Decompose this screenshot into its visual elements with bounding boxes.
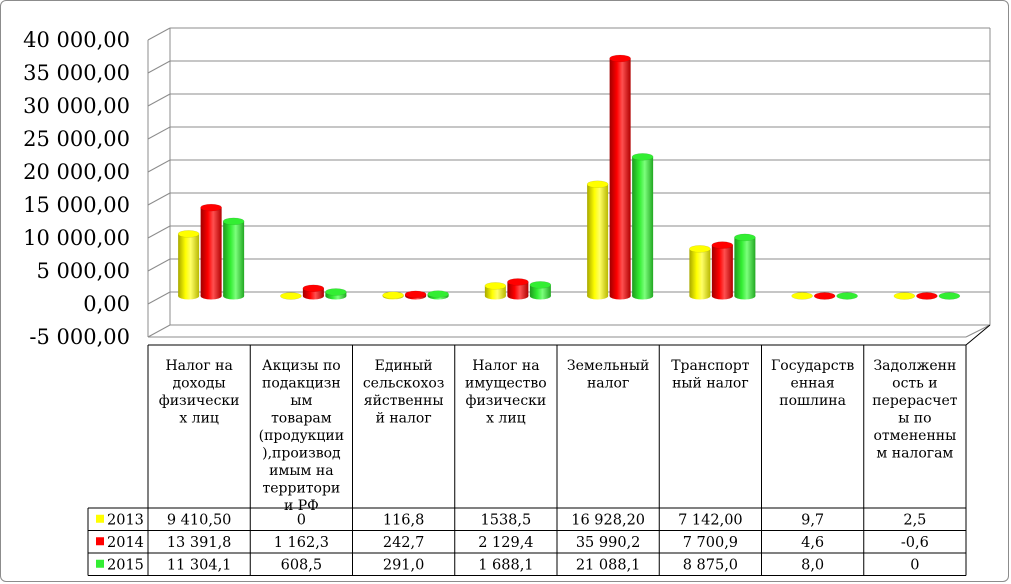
bar-2015-0 bbox=[222, 217, 245, 300]
bar-2013-1 bbox=[280, 292, 302, 300]
y-tick-label: 35 000,00 bbox=[23, 61, 130, 85]
bar-2014-0 bbox=[200, 203, 222, 300]
table-cell: 9,7 bbox=[801, 512, 824, 528]
bar-2014-4 bbox=[609, 54, 631, 300]
table-cell: 21 088,1 bbox=[576, 557, 641, 573]
category-label: Единый сельскохоз яйственны й налог bbox=[363, 358, 445, 427]
bar-2013-5 bbox=[689, 245, 711, 300]
y-tick-label: 15 000,00 bbox=[23, 193, 130, 217]
gridline-side bbox=[147, 192, 171, 206]
table-cell: 8 875,0 bbox=[683, 557, 738, 573]
gridline-side bbox=[147, 60, 171, 74]
bar-2015-6 bbox=[836, 292, 858, 300]
bar-2015-3 bbox=[529, 281, 552, 300]
bar-2013-6 bbox=[791, 292, 813, 300]
table-cell: 608,5 bbox=[281, 557, 323, 573]
category-label: Задолженн ость и перерасчет ы по отмененны м … bbox=[872, 358, 958, 462]
category-label: Акцизы по подакцизн ым товарам (продукции),п… bbox=[259, 358, 344, 514]
gridline-side bbox=[147, 258, 171, 272]
data-table: Налог на доходы физически х лиц Акцизы по под… bbox=[87, 324, 991, 576]
table-cell: 9 410,50 bbox=[167, 512, 232, 528]
table-cell: 7 142,00 bbox=[678, 512, 743, 528]
gridline-side bbox=[147, 27, 171, 41]
gridline-side bbox=[147, 324, 171, 338]
bar-2013-0 bbox=[177, 230, 200, 300]
category-label: Земельный налог bbox=[567, 358, 650, 392]
y-tick-label: 20 000,00 bbox=[23, 160, 130, 184]
bars bbox=[177, 54, 961, 300]
gridline-side bbox=[147, 291, 171, 305]
category-label: Налог на имущество физически х лиц bbox=[465, 358, 547, 427]
gridlines bbox=[147, 27, 991, 338]
bar-2015-2 bbox=[427, 290, 449, 300]
bar-2014-1 bbox=[302, 284, 325, 300]
table-cell: 13 391,8 bbox=[167, 535, 232, 551]
table-cell: 0 bbox=[297, 512, 306, 528]
bar-2015-1 bbox=[325, 288, 347, 300]
bar-2015-7 bbox=[938, 292, 961, 300]
bar-2013-4 bbox=[586, 180, 609, 300]
y-tick-label: 5 000,00 bbox=[36, 259, 130, 283]
table-cell: 8,0 bbox=[801, 557, 824, 573]
y-tick-label: 30 000,00 bbox=[23, 94, 130, 118]
gridline-side bbox=[147, 93, 171, 107]
table-cell: 291,0 bbox=[383, 557, 425, 573]
y-tick-label: 40 000,00 bbox=[23, 28, 130, 52]
gridline-side bbox=[147, 159, 171, 173]
bar-2014-6 bbox=[813, 292, 836, 300]
table-cell: -0,6 bbox=[901, 535, 929, 551]
table-cell: 116,8 bbox=[383, 512, 425, 528]
table-cell: 1538,5 bbox=[481, 512, 532, 528]
legend-label-2014: 2014 bbox=[107, 535, 144, 551]
bar-2013-2 bbox=[382, 291, 404, 300]
category-label: Транспорт ный налог bbox=[671, 358, 750, 392]
y-tick-label: 10 000,00 bbox=[23, 226, 130, 250]
table-cell: 2 129,4 bbox=[478, 535, 533, 551]
bar-2015-5 bbox=[734, 233, 756, 300]
bar-2014-2 bbox=[404, 290, 427, 300]
table-cell: 4,6 bbox=[801, 535, 824, 551]
legend-swatch-2014 bbox=[96, 537, 104, 546]
y-tick-label: -5 000,00 bbox=[29, 325, 130, 349]
table-cell: 11 304,1 bbox=[167, 557, 232, 573]
category-label: Государств енная пошлина bbox=[771, 358, 854, 409]
table-cell: 16 928,20 bbox=[571, 512, 645, 528]
table-cell: 242,7 bbox=[383, 535, 425, 551]
gridline-side bbox=[147, 225, 171, 239]
legend-label-2015: 2015 bbox=[107, 557, 144, 573]
legend-swatch-2013 bbox=[96, 514, 104, 523]
table-cell: 1 162,3 bbox=[274, 535, 329, 551]
bar-2013-7 bbox=[893, 292, 916, 300]
table-cell: 35 990,2 bbox=[576, 535, 641, 551]
y-tick-label: 25 000,00 bbox=[23, 127, 130, 151]
table-cell: 2,5 bbox=[903, 512, 926, 528]
table-cell: 1 688,1 bbox=[478, 557, 533, 573]
bar-2014-7 bbox=[916, 292, 938, 300]
table-cell: 7 700,9 bbox=[683, 535, 738, 551]
legend-swatch-2015 bbox=[96, 559, 104, 568]
legend-label-2013: 2013 bbox=[107, 512, 144, 528]
bar-2014-3 bbox=[507, 278, 529, 300]
bar-2015-4 bbox=[631, 153, 654, 300]
table-cell: 0 bbox=[910, 557, 919, 573]
y-tick-label: 0,00 bbox=[83, 292, 130, 316]
gridline-side bbox=[147, 126, 171, 140]
y-axis: -5 000,00 0,00 5 000,00 10 000,00 15 000,00 2… bbox=[23, 28, 130, 349]
bar-2013-3 bbox=[484, 282, 507, 300]
category-label: Налог на доходы физически х лиц bbox=[159, 358, 240, 427]
bar-2014-5 bbox=[711, 241, 734, 300]
